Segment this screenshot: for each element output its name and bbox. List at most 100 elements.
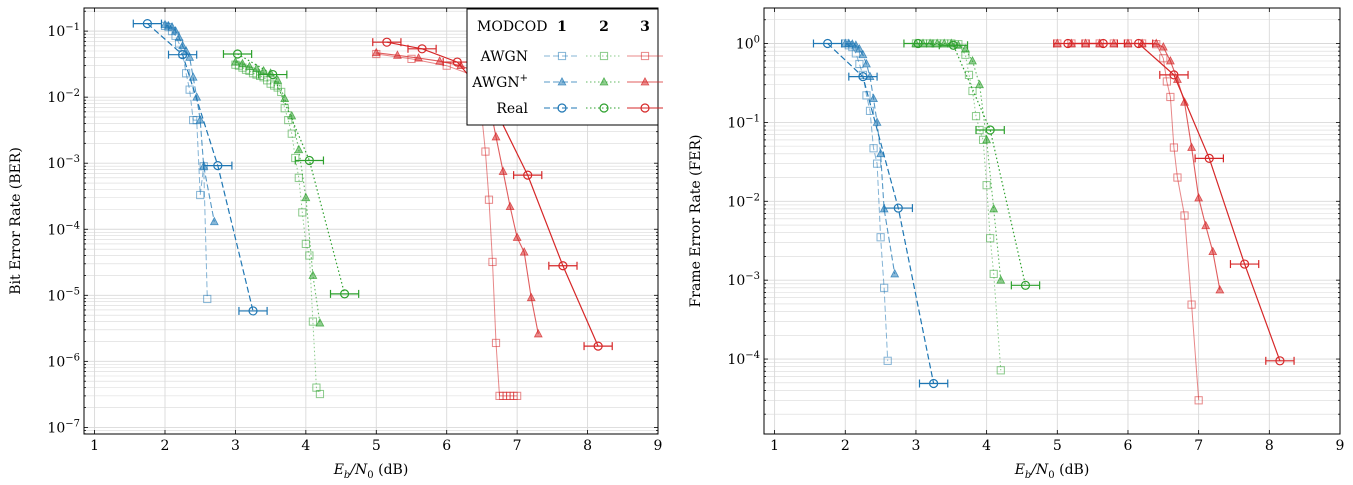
ber-data-point: [371, 47, 381, 57]
fer-plot-frame: [763, 7, 1341, 435]
ber-data-point: [435, 56, 445, 65]
fer-y-tick-label: 10−4: [727, 350, 760, 368]
fer-x-tick-label: 7: [1194, 438, 1203, 454]
ber-data-point: [533, 328, 543, 338]
ber-data-point: [195, 115, 205, 124]
ber-data-point: [248, 306, 258, 316]
fer-data-point: [968, 55, 977, 65]
fer-data-point: [1169, 70, 1179, 80]
ber-data-point: [526, 292, 536, 302]
fer-series-3-awgnplus: [1052, 38, 1225, 294]
ber-data-point: [523, 170, 533, 180]
ber-data-point: [268, 69, 278, 80]
ber-series-1-awgn: [160, 21, 212, 304]
legend-column-1: 1: [557, 19, 567, 35]
ber-data-point: [512, 232, 522, 241]
legend-column-3: 3: [640, 19, 650, 35]
fer-data-point: [851, 49, 860, 58]
fer-series-1-real: [812, 38, 949, 389]
ber-data-point: [196, 190, 205, 200]
ber-x-axis-label: Eb/N0 (dB): [333, 462, 409, 481]
ber-x-tick-label: 4: [301, 438, 310, 454]
legend-marker: [599, 51, 609, 61]
fer-series-2-awgn: [911, 39, 1005, 375]
ber-data-point: [178, 50, 188, 60]
ber-data-point: [452, 57, 462, 67]
ber-data-point: [488, 257, 497, 267]
ber-data-point: [484, 195, 494, 204]
ber-data-point: [232, 49, 243, 59]
ber-y-tick-label: 10−4: [47, 220, 80, 238]
fer-data-point: [968, 86, 977, 96]
fer-data-point: [858, 72, 868, 82]
fer-data-point: [982, 134, 992, 144]
fer-data-point: [1194, 396, 1203, 405]
legend-marker: [640, 76, 650, 86]
ber-x-tick-label: 2: [161, 438, 170, 454]
fer-data-point: [989, 269, 998, 279]
fer-x-tick-label: 4: [982, 438, 991, 454]
fer-data-point: [1133, 38, 1144, 49]
legend-row-label-0: AWGN: [480, 49, 528, 65]
ber-data-point: [209, 216, 219, 226]
fer-data-point: [1239, 259, 1250, 269]
ber-data-point: [174, 32, 184, 41]
ber-data-point: [339, 289, 350, 299]
ber-data-point: [382, 37, 392, 47]
legend-header: MODCOD: [477, 19, 547, 35]
legend-row-label-1: AWGN+: [471, 73, 528, 91]
fer-chart: 1 2 3 4 5 6 7 8 9 100 10−1 10−2 10−3 10−4 Frame Error …: [688, 7, 1344, 481]
fer-data-point: [1180, 211, 1189, 220]
fer-data-point: [1215, 284, 1225, 294]
fer-data-point: [880, 283, 889, 292]
ber-data-point: [178, 40, 188, 50]
ber-x-tick-label: 6: [442, 438, 451, 454]
ber-data-point: [301, 192, 311, 202]
ber-data-point: [298, 208, 307, 217]
ber-series-line: [237, 53, 346, 295]
ber-data-point: [280, 104, 289, 113]
fer-data-point: [996, 366, 1005, 375]
fer-data-point: [823, 38, 833, 49]
legend-marker: [640, 103, 650, 113]
ber-series-line: [147, 23, 254, 312]
legend-marker: [557, 103, 567, 113]
fer-series-line: [827, 43, 935, 384]
fer-data-point: [883, 356, 892, 365]
fer-data-point: [1063, 38, 1073, 49]
fer-series-3-real: [1053, 38, 1295, 366]
fer-x-axis-label: Eb/N0 (dB): [1014, 462, 1090, 481]
ber-y-tick-label: 10−3: [47, 154, 80, 172]
fer-data-point: [985, 125, 995, 135]
legend-column-2: 2: [599, 19, 609, 35]
fer-data-point: [1159, 54, 1168, 63]
fer-series-line: [916, 42, 1002, 281]
ber-data-point: [513, 391, 522, 400]
fer-x-tick-label: 6: [1124, 438, 1133, 454]
fer-data-point: [851, 40, 861, 49]
fer-series-line: [1067, 42, 1281, 362]
legend-marker: [557, 76, 567, 86]
fer-data-point: [855, 59, 864, 69]
ber-x-tick-label: 3: [231, 438, 240, 454]
ber-data-point: [171, 26, 181, 35]
ber-data-point: [203, 294, 212, 304]
fer-data-point: [948, 40, 959, 50]
ber-y-tick-label: 10−1: [47, 22, 80, 40]
fer-data-point: [929, 378, 939, 389]
ber-data-point: [505, 201, 515, 211]
fer-series-line: [845, 43, 889, 361]
fer-data-point: [1098, 38, 1108, 49]
ber-data-point: [491, 338, 501, 348]
ber-y-tick-label: 10−7: [47, 418, 80, 436]
fer-data-point: [1204, 153, 1214, 163]
legend-marker: [599, 103, 609, 113]
ber-data-point: [185, 52, 195, 61]
ber-y-tick-label: 10−6: [47, 352, 80, 370]
legend: MODCOD 1 2 3 AWGN AWGN+ Real: [466, 8, 663, 126]
ber-x-tick-label: 7: [513, 438, 522, 454]
ber-data-point: [188, 72, 198, 81]
ber-data-point: [481, 147, 490, 156]
fer-y-axis-label: Frame Error Rate (FER): [688, 135, 704, 308]
